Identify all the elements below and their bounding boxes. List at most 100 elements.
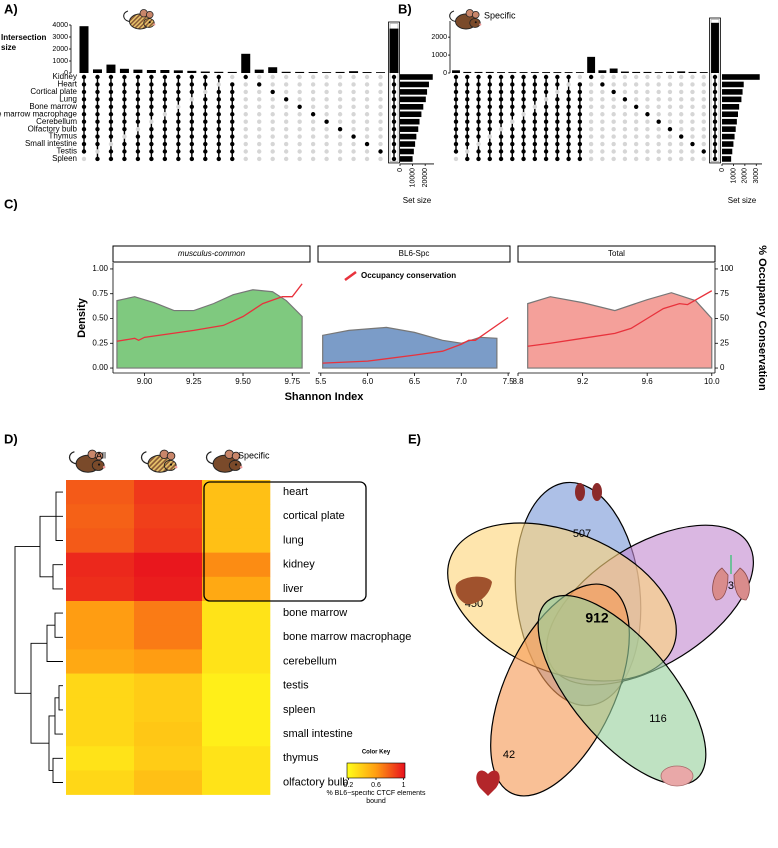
matrix-dot [108, 97, 114, 102]
heat-cell [134, 480, 203, 505]
dendrogram-link [30, 642, 49, 744]
heat-cell [66, 528, 135, 553]
kidney-icon [592, 483, 602, 501]
conservation-line [322, 316, 509, 364]
matrix-dot [543, 97, 549, 102]
matrix-dot [337, 82, 343, 87]
dendrogram-link [52, 757, 63, 783]
matrix-dot [645, 134, 650, 139]
intersection-bar [575, 72, 584, 73]
matrix-dot [498, 141, 504, 147]
matrix-dot [656, 82, 661, 87]
set-size-bar [400, 111, 422, 118]
matrix-dot [270, 82, 275, 87]
matrix-dot [453, 74, 459, 80]
matrix-dot [189, 97, 195, 102]
matrix-dot [600, 89, 605, 95]
matrix-dot [600, 119, 605, 124]
venn-count: 116 [649, 713, 667, 725]
y-tick-label: 3000 [52, 34, 68, 41]
matrix-dot [324, 119, 329, 124]
matrix-dot [135, 149, 141, 154]
matrix-dot [712, 89, 718, 95]
matrix-dot [611, 134, 616, 139]
heat-cell [66, 770, 135, 795]
heat-cell [202, 722, 271, 747]
matrix-dot [108, 134, 114, 139]
y-tick-label: 0.75 [92, 289, 108, 298]
matrix-dot [679, 141, 684, 147]
matrix-dot [555, 126, 560, 132]
matrix-dot [577, 141, 583, 147]
matrix-dot [203, 89, 208, 95]
matrix-dot [243, 97, 248, 102]
mouse-head [228, 459, 242, 471]
matrix-dot [149, 97, 154, 102]
matrix-dot [95, 141, 100, 147]
x-tick-label: 6.0 [362, 377, 374, 386]
matrix-dot [257, 141, 262, 147]
matrix-dot [297, 119, 302, 124]
matrix-dot [521, 149, 526, 154]
matrix-dot [712, 126, 718, 132]
matrix-dot [337, 126, 343, 132]
matrix-dot [324, 149, 329, 154]
matrix-dot [176, 134, 181, 139]
matrix-dot [391, 112, 397, 117]
x-tick-label: 9.50 [235, 377, 251, 386]
matrix-dot [476, 141, 481, 147]
intersection-bar [362, 72, 372, 73]
matrix-dot [656, 104, 661, 110]
matrix-dot [149, 156, 154, 162]
intersection-bar [620, 71, 629, 73]
intersection-bar [463, 71, 472, 73]
matrix-dot [364, 74, 370, 80]
matrix-dot [555, 134, 560, 139]
matrix-dot [337, 141, 343, 147]
matrix-dot [378, 74, 383, 80]
mouse-ear [472, 11, 480, 19]
matrix-dot [297, 149, 302, 154]
matrix-dot [645, 104, 650, 110]
matrix-dot [108, 156, 114, 162]
matrix-dot [633, 97, 639, 102]
mouse-eye [148, 21, 151, 24]
matrix-dot [216, 112, 221, 117]
matrix-dot [270, 104, 275, 110]
x-tick-label: 7.5 [503, 377, 515, 386]
matrix-dot [633, 126, 639, 132]
matrix-dot [712, 149, 718, 154]
matrix-dot [645, 74, 650, 80]
matrix-dot [297, 141, 302, 147]
matrix-dot [555, 82, 560, 87]
x-tick-label: 6.5 [409, 377, 421, 386]
intersection-bar [322, 72, 332, 73]
matrix-dot [135, 126, 141, 132]
matrix-dot [391, 104, 397, 110]
matrix-dot [135, 104, 141, 110]
matrix-dot [679, 82, 684, 87]
matrix-dot [690, 82, 695, 87]
matrix-dot [667, 149, 673, 154]
matrix-dot [667, 126, 673, 132]
matrix-dot [391, 97, 397, 102]
heat-cell [134, 528, 203, 553]
colorbar-title: Color Key [362, 750, 391, 756]
matrix-dot [189, 89, 195, 95]
matrix-dot [297, 134, 302, 139]
intersection-bar [308, 72, 318, 73]
heat-cell [134, 673, 203, 699]
intersection-bar [587, 56, 596, 73]
dendrogram-link [39, 515, 53, 578]
matrix-dot [555, 119, 560, 124]
matrix-dot [645, 149, 650, 154]
matrix-dot [701, 82, 706, 87]
set-size-bar [400, 81, 429, 88]
matrix-dot [364, 97, 370, 102]
y-tick-label: 4000 [52, 22, 68, 29]
set-size-bar [722, 96, 742, 103]
matrix-dot [149, 141, 154, 147]
matrix-dot [622, 97, 628, 102]
matrix-dot [297, 74, 302, 80]
matrix-dot [310, 97, 316, 102]
